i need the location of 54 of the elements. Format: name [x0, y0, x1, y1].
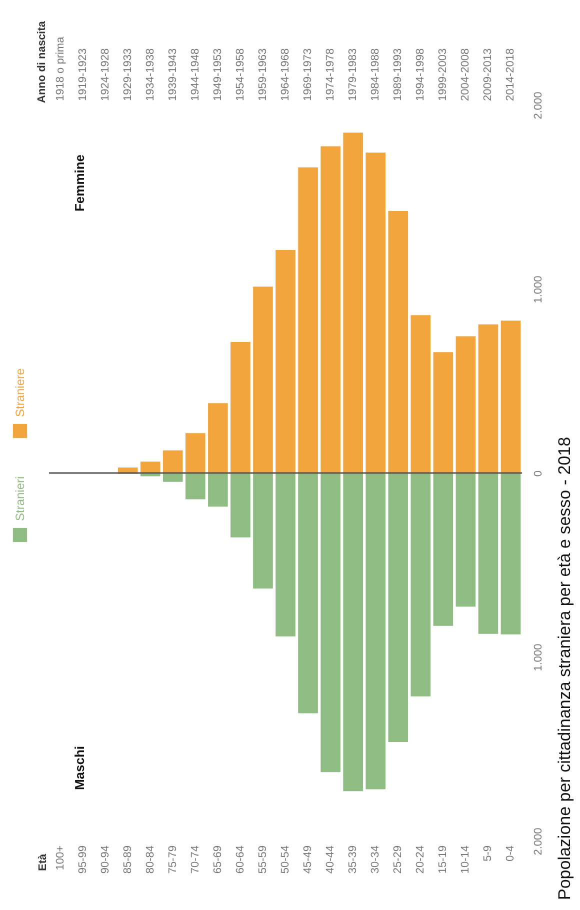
x-tick-label: 20-24: [414, 846, 427, 874]
x-tick-label: 10-14: [460, 846, 472, 874]
text: Popolazione per cittadinanza straniera per età e sesso - 2018: [555, 436, 574, 900]
annotation: Femmine: [72, 154, 87, 212]
y-tick-label: 2.000: [532, 828, 544, 856]
x-tick-label: 30-34: [370, 846, 382, 874]
x-tick-label: 95-99: [76, 846, 89, 874]
x-tick-label: 85-89: [122, 846, 134, 874]
text: 1969-1973: [302, 48, 314, 101]
text: Straniere: [13, 368, 27, 417]
text: 1984-1988: [370, 48, 382, 101]
text: 2009-2013: [482, 48, 494, 101]
text: Stranieri: [13, 476, 27, 521]
x-tick-label: 0-4: [504, 846, 517, 862]
text: 1954-1958: [234, 48, 246, 101]
text: Età: [37, 853, 49, 871]
text: 2004-2008: [460, 48, 472, 101]
text: 2014-2018: [504, 48, 517, 101]
text: 1964-1968: [280, 48, 292, 101]
text: 1999-2003: [437, 48, 450, 101]
text: 1979-1983: [347, 48, 360, 101]
text: 1959-1963: [256, 48, 269, 101]
y-tick-label: 1.000: [532, 276, 544, 304]
annotation: Maschi: [72, 746, 87, 790]
text: 1919-1923: [76, 48, 89, 101]
x-tick-label: 25-29: [392, 846, 404, 874]
x-tick-label: 45-49: [302, 846, 314, 874]
x-tick-label: 55-59: [256, 846, 269, 874]
text: Anno di nascita: [36, 20, 48, 103]
x-tick-label: 80-84: [144, 846, 156, 874]
text: 1918 o prima: [54, 36, 66, 101]
x-tick-label: 90-94: [99, 846, 112, 874]
text: 1934-1938: [144, 48, 156, 101]
text: 1974-1978: [324, 48, 337, 101]
x-tick-label: 35-39: [347, 846, 360, 874]
x-tick-label: 75-79: [166, 846, 179, 874]
x-tick-label: 60-64: [234, 846, 246, 874]
text: 1944-1948: [189, 48, 202, 101]
x-tick-label: 40-44: [324, 846, 337, 874]
text: 1929-1933: [122, 48, 134, 101]
x-tick-label: 70-74: [189, 846, 202, 874]
text: 1994-1998: [414, 48, 427, 101]
x-tick-label: 50-54: [280, 846, 292, 874]
y-tick-label: 2.000: [532, 92, 544, 120]
x-tick-label: 65-69: [212, 846, 224, 874]
x-tick-label: 100+: [54, 846, 66, 870]
x-tick-label: 15-19: [437, 846, 450, 874]
text: 1924-1928: [99, 48, 112, 101]
text: 1989-1993: [392, 48, 404, 101]
x-tick-label: 5-9: [482, 846, 494, 862]
text: 1939-1943: [166, 48, 179, 101]
y-tick-label: 1.000: [532, 644, 544, 672]
y-tick-label: 0: [532, 470, 544, 477]
text: 1949-1953: [212, 48, 224, 101]
